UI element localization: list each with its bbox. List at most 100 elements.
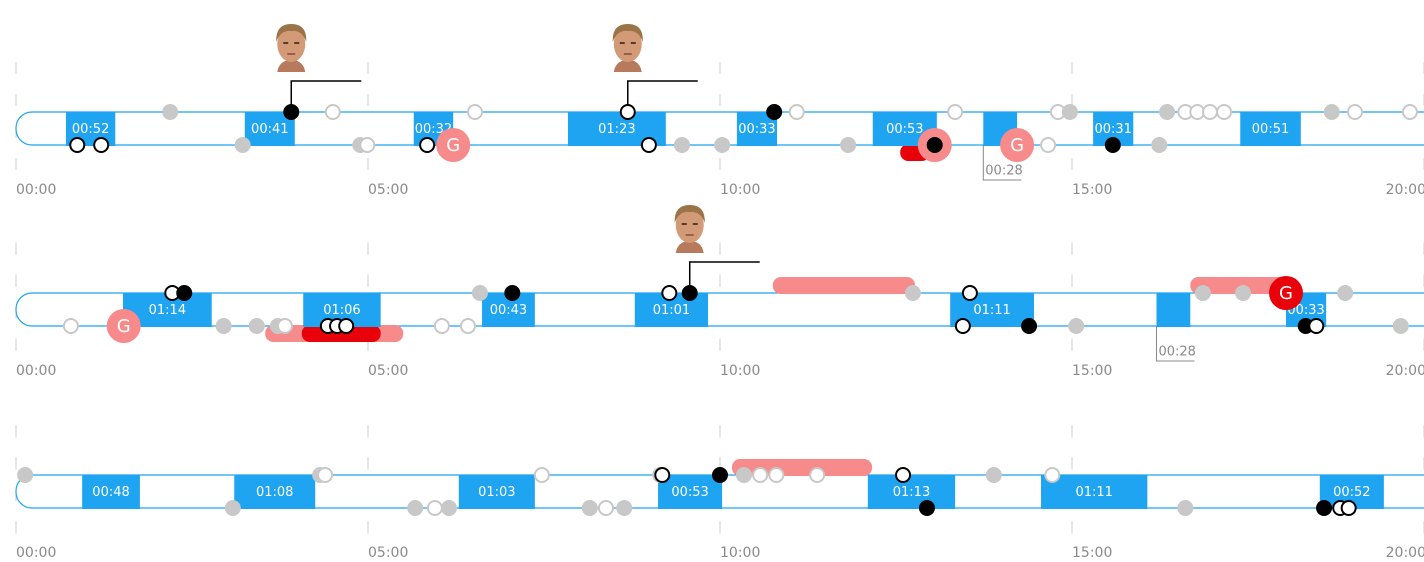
x-tick-label: 00:00 [16, 363, 56, 379]
event-dot [640, 137, 657, 153]
event-dot [581, 500, 598, 516]
event-dot [788, 104, 805, 120]
photo-face [675, 207, 704, 243]
block-label: 00:31 [1094, 122, 1131, 137]
event-dot [1392, 318, 1409, 334]
photo-neck [613, 60, 642, 72]
penalty-bar [1190, 277, 1291, 294]
event-dot [1040, 137, 1057, 153]
block-label: 01:11 [1075, 485, 1112, 500]
goal-label: G [1279, 283, 1293, 304]
event-dot [654, 467, 671, 483]
x-tick-label: 20:00 [1386, 545, 1424, 561]
event-dot [954, 318, 971, 334]
goal-label: G [1010, 135, 1024, 156]
track [15, 111, 1424, 146]
event-dot [809, 467, 826, 483]
x-tick-label: 15:00 [1072, 545, 1112, 561]
event-dot [985, 467, 1002, 483]
event-dot [714, 137, 731, 153]
event-dot [616, 500, 633, 516]
x-tick-label: 00:00 [16, 182, 56, 198]
photo-hair [674, 205, 705, 223]
photo-neck [277, 60, 306, 72]
event-dot [338, 318, 355, 334]
block [458, 475, 535, 509]
block-label: 01:14 [149, 303, 186, 318]
event-dot [735, 467, 752, 483]
event-dot [918, 500, 935, 516]
event-dot [224, 500, 241, 516]
event-dot [433, 318, 450, 334]
block [1156, 293, 1191, 327]
block-label: 01:08 [256, 485, 293, 500]
event-dot [768, 467, 785, 483]
event-dot [1340, 500, 1357, 516]
x-tick-label: 20:00 [1386, 182, 1424, 198]
event-dot [93, 137, 110, 153]
event-dot [712, 467, 728, 483]
event-dot [619, 104, 636, 120]
event-dot [1104, 137, 1121, 153]
event-dot [69, 137, 86, 153]
event-dot [904, 285, 921, 301]
block-label: 00:52 [72, 122, 109, 137]
event-dot [407, 500, 424, 516]
event-dot [62, 318, 79, 334]
block [234, 475, 316, 509]
block-label: 00:41 [251, 122, 288, 137]
block-label: 01:11 [973, 303, 1010, 318]
event-dot [162, 104, 179, 120]
x-tick-label: 20:00 [1386, 363, 1424, 379]
goal-label: G [117, 316, 131, 337]
block [1240, 112, 1301, 146]
x-tick-label: 05:00 [368, 363, 408, 379]
event-dot [661, 285, 678, 301]
event-dot [234, 137, 251, 153]
block [82, 475, 140, 509]
x-tick-label: 10:00 [720, 182, 760, 198]
note-label: 00:28 [985, 164, 1022, 179]
event-dot [471, 285, 488, 301]
event-dot [459, 318, 476, 334]
player-photo [669, 201, 710, 253]
event-dot [597, 500, 614, 516]
event-dot [467, 104, 484, 120]
event-dot [895, 467, 912, 483]
event-dot [1347, 104, 1364, 120]
event-dot [1021, 318, 1038, 334]
event-dot [1044, 467, 1061, 483]
photo-face [277, 26, 306, 62]
event-dot [1308, 318, 1325, 334]
event-dot [1235, 285, 1252, 301]
block-label: 00:43 [490, 303, 527, 318]
event-dot [359, 137, 376, 153]
photo-hair [276, 24, 307, 42]
event-dot [840, 137, 857, 153]
highlight-line [290, 80, 362, 104]
block-label: 00:33 [1287, 303, 1324, 318]
photo-hair [612, 24, 643, 42]
x-tick-label: 15:00 [1072, 182, 1112, 198]
goal-label: G [446, 135, 460, 156]
event-dot [248, 318, 265, 334]
event-dot [752, 467, 769, 483]
goal [436, 128, 471, 162]
event-dot [440, 500, 457, 516]
event-dot [766, 104, 783, 120]
highlight-line [688, 261, 760, 285]
note-label: 00:28 [1158, 345, 1195, 360]
goal [1269, 276, 1304, 310]
event-dot [681, 285, 698, 301]
event-dot [324, 104, 341, 120]
x-tick-label: 00:00 [16, 545, 56, 561]
x-tick-label: 10:00 [720, 363, 760, 379]
penalty-bar [772, 277, 916, 294]
block-label: 00:52 [1333, 485, 1370, 500]
block-label: 01:03 [478, 485, 515, 500]
x-tick-label: 10:00 [720, 545, 760, 561]
event-dot [419, 137, 436, 153]
event-dot [426, 500, 443, 516]
event-dot [276, 318, 293, 334]
